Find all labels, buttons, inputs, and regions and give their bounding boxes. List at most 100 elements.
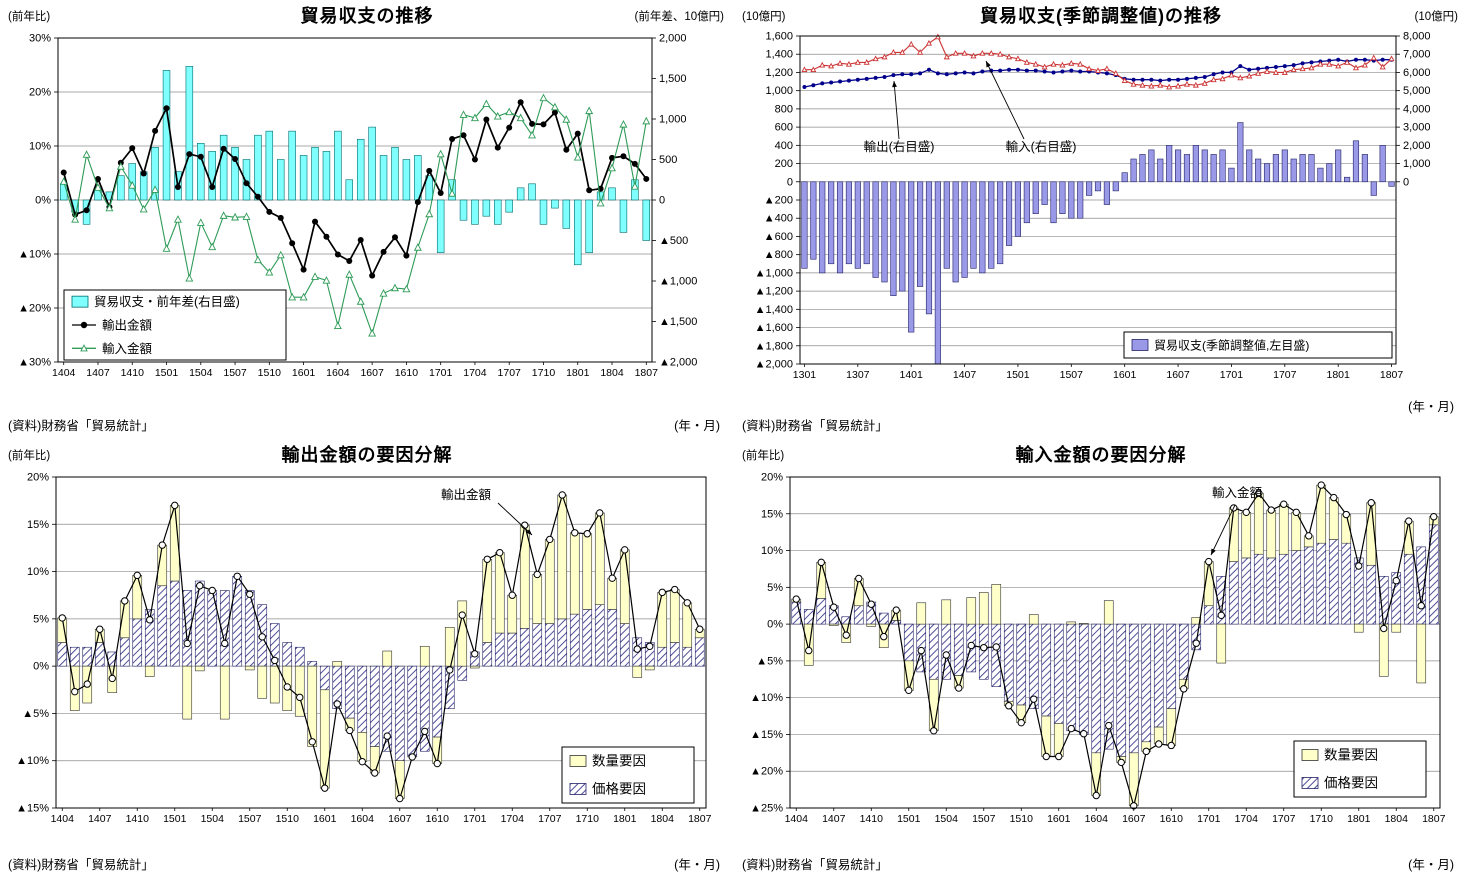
svg-text:20%: 20% [761,472,783,484]
svg-text:1710: 1710 [576,813,600,825]
svg-text:1510: 1510 [258,367,282,379]
svg-text:1801: 1801 [1347,813,1371,825]
svg-text:1507: 1507 [223,367,247,379]
svg-text:8,000: 8,000 [1403,31,1431,43]
chart-title: 貿易収支(季節調整値)の推移 [980,6,1222,26]
svg-text:1601: 1601 [313,813,337,825]
svg-text:5%: 5% [33,613,49,625]
svg-text:1701: 1701 [463,813,487,825]
export-decomposition-chart: ▲15% ▲10% ▲5% 0% 5% 10% 15% 20% 1404 1407 1410 1501… [16,472,711,826]
svg-text:0: 0 [1403,176,1409,188]
svg-text:1807: 1807 [1422,813,1446,825]
left-axis-unit-label: (前年比) [742,450,785,462]
svg-text:1,200: 1,200 [765,67,793,79]
svg-text:1510: 1510 [276,813,300,825]
svg-text:貿易収支(季節調整値,左目盛): 貿易収支(季節調整値,左目盛) [1154,338,1309,353]
svg-text:1,000: 1,000 [1403,158,1431,170]
svg-text:1604: 1604 [351,813,375,825]
svg-text:1401: 1401 [900,369,924,381]
svg-text:15%: 15% [761,508,783,520]
svg-text:1601: 1601 [292,367,316,379]
svg-text:4,000: 4,000 [1403,103,1431,115]
left-axis-unit-label: (前年比) [8,11,51,23]
panel-import-decomposition: 輸入金額の要因分解 (前年比) ▲25% ▲20% ▲15% ▲10% ▲5% 0% 5% 1… [734,439,1468,878]
svg-text:1701: 1701 [1220,369,1244,381]
svg-text:数量要因: 数量要因 [592,754,646,769]
svg-text:1410: 1410 [860,813,884,825]
svg-text:1807: 1807 [1380,369,1404,381]
svg-text:1607: 1607 [388,813,412,825]
x-axis-unit-label: (年・月) [674,858,720,872]
svg-text:400: 400 [775,140,793,152]
svg-text:1,500: 1,500 [659,73,687,85]
svg-text:▲5%: ▲5% [22,708,49,720]
svg-text:1610: 1610 [395,367,419,379]
svg-text:1307: 1307 [846,369,870,381]
svg-text:1410: 1410 [126,813,150,825]
svg-text:輸入金額: 輸入金額 [102,341,153,356]
svg-text:1604: 1604 [1085,813,1109,825]
import-decomposition-chart: ▲25% ▲20% ▲15% ▲10% ▲5% 0% 5% 10% 15% 20% 1404 1407… [750,472,1446,826]
panel-export-decomposition: 輸出金額の要因分解 (前年比) ▲15% ▲10% ▲5% 0% 5% 10% 15% 20%… [0,439,734,878]
svg-text:▲600: ▲600 [764,231,793,243]
svg-text:▲400: ▲400 [764,213,793,225]
svg-text:1804: 1804 [1385,813,1409,825]
svg-text:▲10%: ▲10% [18,249,51,261]
svg-text:1707: 1707 [1273,369,1297,381]
svg-text:1804: 1804 [651,813,675,825]
svg-text:▲15%: ▲15% [750,729,783,741]
svg-text:1410: 1410 [121,367,145,379]
svg-text:1501: 1501 [897,813,921,825]
svg-text:1507: 1507 [238,813,262,825]
seasonally-adjusted-chart: ▲2,000 ▲1,800 ▲1,600 ▲1,400 ▲1,200 ▲1,000 ▲800… [755,31,1431,382]
svg-text:1610: 1610 [1160,813,1184,825]
svg-text:▲1,000: ▲1,000 [755,267,793,279]
svg-text:▲20%: ▲20% [750,766,783,778]
svg-text:▲30%: ▲30% [18,357,51,369]
svg-text:1604: 1604 [326,367,350,379]
svg-text:1704: 1704 [463,367,487,379]
svg-text:▲1,500: ▲1,500 [659,316,697,328]
svg-text:▲1,400: ▲1,400 [755,304,793,316]
svg-text:1707: 1707 [538,813,562,825]
svg-text:輸入(右目盛): 輸入(右目盛) [1006,139,1077,154]
svg-text:1607: 1607 [360,367,384,379]
svg-text:1610: 1610 [426,813,450,825]
svg-text:1710: 1710 [1310,813,1334,825]
svg-text:▲500: ▲500 [659,235,688,247]
svg-text:10%: 10% [29,141,51,153]
svg-text:1707: 1707 [1272,813,1296,825]
source-note: (資料)財務省「貿易統計」 [8,419,154,433]
svg-text:0: 0 [787,176,793,188]
svg-text:数量要因: 数量要因 [1324,748,1378,763]
svg-text:2,000: 2,000 [659,33,687,45]
svg-text:貿易収支・前年差(右目盛): 貿易収支・前年差(右目盛) [94,294,240,309]
chart-title: 輸入金額の要因分解 [1015,445,1187,465]
svg-text:500: 500 [659,154,677,166]
svg-text:▲15%: ▲15% [16,803,49,815]
source-note: (資料)財務省「貿易統計」 [8,858,154,872]
svg-text:1,600: 1,600 [765,31,793,43]
svg-text:1801: 1801 [566,367,590,379]
svg-text:価格要因: 価格要因 [592,782,646,797]
svg-text:▲1,600: ▲1,600 [755,322,793,334]
right-axis-unit-label: (10億円) [1414,11,1458,23]
svg-text:輸入金額: 輸入金額 [1212,485,1263,500]
svg-text:15%: 15% [27,519,49,531]
svg-text:1301: 1301 [793,369,817,381]
svg-text:1601: 1601 [1047,813,1071,825]
svg-text:0%: 0% [35,195,51,207]
svg-text:輸出(右目盛): 輸出(右目盛) [864,139,935,154]
svg-text:1404: 1404 [785,813,809,825]
svg-text:▲1,800: ▲1,800 [755,340,793,352]
svg-text:1407: 1407 [86,367,110,379]
svg-text:1501: 1501 [163,813,187,825]
svg-text:10%: 10% [27,566,49,578]
svg-text:600: 600 [775,122,793,134]
svg-text:▲1,200: ▲1,200 [755,286,793,298]
svg-text:1807: 1807 [635,367,659,379]
svg-text:1507: 1507 [972,813,996,825]
svg-text:▲2,000: ▲2,000 [659,357,697,369]
svg-text:1404: 1404 [51,813,75,825]
